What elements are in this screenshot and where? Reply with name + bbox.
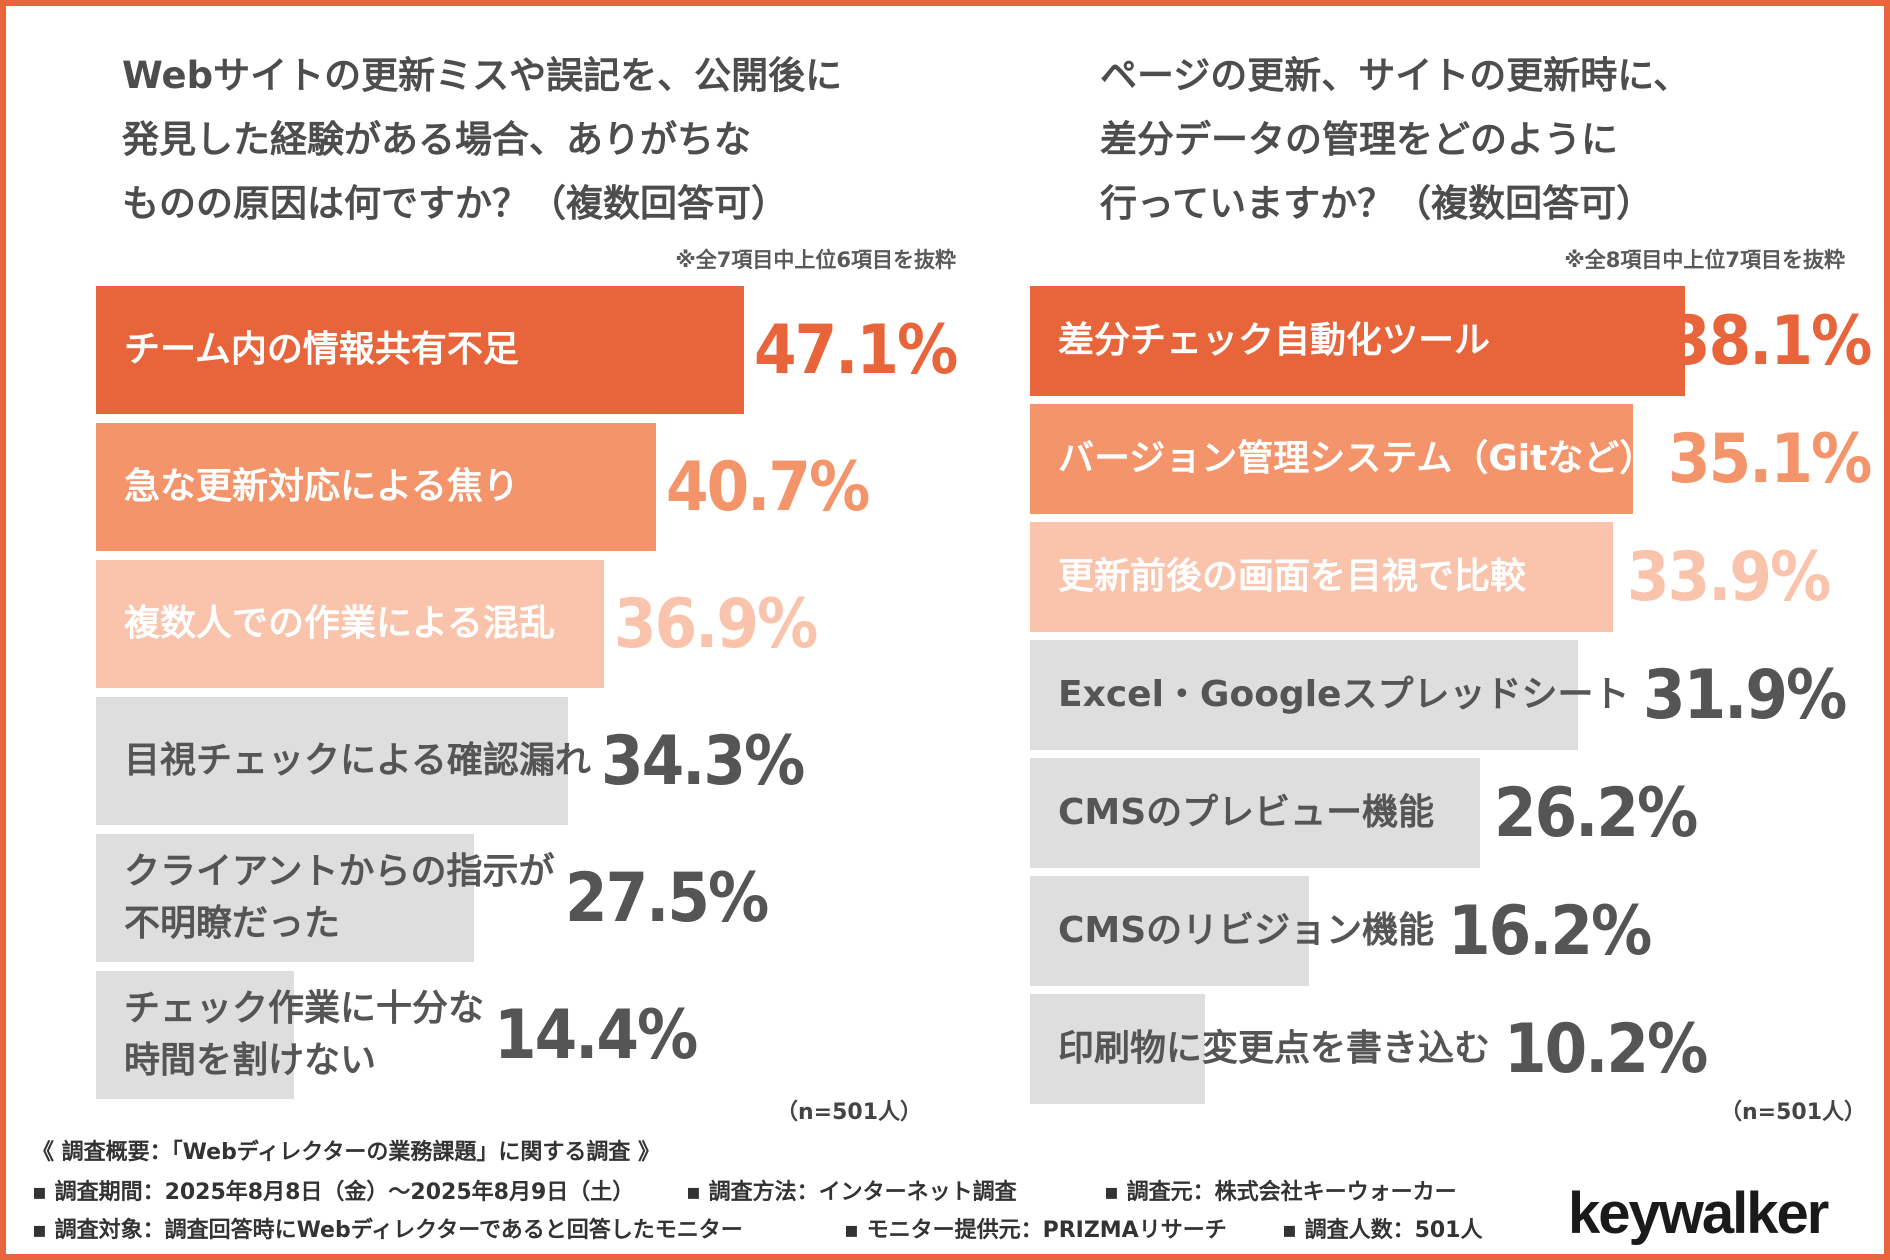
right-chart-title: ページの更新、サイトの更新時に、 差分データの管理をどのように 行っていますか？…	[1100, 54, 1691, 225]
bar-value-label: 16.2%	[1448, 891, 1652, 971]
bar-label: 差分チェック自動化ツール	[1058, 320, 1491, 361]
bar-value-label: 31.9%	[1643, 655, 1847, 735]
bar	[96, 834, 474, 962]
bar-row: 差分チェック自動化ツール 38.1%	[1030, 286, 1890, 396]
bar-value-label: 10.2%	[1504, 1009, 1708, 1089]
bar	[1030, 522, 1613, 632]
bar-value-label: 35.1%	[1668, 419, 1872, 499]
bar-row: 複数人での作業による混乱 36.9%	[96, 560, 956, 688]
bar-value-label: 34.3%	[601, 721, 805, 801]
bar-value-label: 36.9%	[614, 584, 818, 664]
bar-row: CMSのプレビュー機能 26.2%	[1030, 758, 1890, 868]
bar-row: 印刷物に変更点を書き込む 10.2%	[1030, 994, 1890, 1104]
bar	[96, 971, 294, 1099]
bar-label: 急な更新対応による焦り	[124, 466, 519, 507]
left-chart-note: ※全7項目中上位6項目を抜粋	[675, 248, 956, 272]
survey-method: ▪ 調査方法：インターネット調査	[686, 1180, 1017, 1205]
bar-label: 印刷物に変更点を書き込む	[1058, 1028, 1491, 1069]
bar	[96, 560, 604, 688]
bar-row: 目視チェックによる確認漏れ 34.3%	[96, 697, 956, 825]
bar-row: 更新前後の画面を目視で比較 33.9%	[1030, 522, 1890, 632]
right-chart-note: ※全8項目中上位7項目を抜粋	[1564, 248, 1845, 272]
bar-value-label: 38.1%	[1668, 301, 1872, 381]
keywalker-logo: keywalker	[1568, 1181, 1829, 1246]
bar-label: Excel・Googleスプレッドシート	[1058, 674, 1630, 715]
bar-label: チェック作業に十分な 時間を割けない	[124, 988, 485, 1081]
bar-row: CMSのリビジョン機能 16.2%	[1030, 876, 1890, 986]
survey-period: ▪ 調査期間：2025年8月8日（金）〜2025年8月9日（土）	[32, 1180, 635, 1205]
bar-label: バージョン管理システム（Gitなど）	[1058, 438, 1656, 479]
bar	[1030, 876, 1309, 986]
bar-value-label: 33.9%	[1627, 537, 1831, 617]
survey-provider: ▪ モニター提供元：PRIZMAリサーチ	[844, 1218, 1227, 1243]
bar-label: 複数人での作業による混乱	[124, 603, 555, 644]
bar-label: 更新前後の画面を目視で比較	[1058, 556, 1527, 597]
bar	[96, 286, 744, 414]
bar	[1030, 286, 1685, 396]
bar-row: チェック作業に十分な 時間を割けない 14.4%	[96, 971, 956, 1099]
bar-row: バージョン管理システム（Gitなど） 35.1%	[1030, 404, 1890, 514]
bar-value-label: 47.1%	[754, 310, 958, 390]
bar-value-label: 14.4%	[494, 995, 698, 1075]
bar-value-label: 27.5%	[565, 858, 769, 938]
left-sample-size: （n=501人）	[776, 1100, 923, 1125]
bar-label: 目視チェックによる確認漏れ	[124, 740, 591, 781]
survey-target: ▪ 調査対象：調査回答時にWebディレクターであると回答したモニター	[32, 1218, 743, 1243]
bar-row: クライアントからの指示が 不明瞭だった 27.5%	[96, 834, 956, 962]
left-chart-title: Webサイトの更新ミスや誤記を、公開後に 発見した経験がある場合、ありがちな も…	[122, 54, 843, 225]
survey-count: ▪ 調査人数：501人	[1282, 1218, 1483, 1243]
bar	[1030, 404, 1633, 514]
survey-source: ▪ 調査元：株式会社キーウォーカー	[1104, 1180, 1457, 1205]
bar-value-label: 40.7%	[666, 447, 870, 527]
bar-label: クライアントからの指示が 不明瞭だった	[124, 851, 555, 944]
bar	[96, 697, 568, 825]
bar-value-label: 26.2%	[1494, 773, 1698, 853]
right-sample-size: （n=501人）	[1720, 1100, 1867, 1125]
bar-row: 急な更新対応による焦り 40.7%	[96, 423, 956, 551]
bar	[1030, 758, 1480, 868]
bar-label: CMSのリビジョン機能	[1058, 910, 1435, 951]
survey-heading: 《 調査概要：「Webディレクターの業務課題」に関する調査 》	[32, 1140, 661, 1165]
bar	[96, 423, 656, 551]
bar-label: チーム内の情報共有不足	[124, 329, 519, 370]
bar-row: Excel・Googleスプレッドシート 31.9%	[1030, 640, 1890, 750]
bar-label: CMSのプレビュー機能	[1058, 792, 1435, 833]
bar	[1030, 640, 1578, 750]
bar-row: チーム内の情報共有不足 47.1%	[96, 286, 958, 414]
bar	[1030, 994, 1205, 1104]
